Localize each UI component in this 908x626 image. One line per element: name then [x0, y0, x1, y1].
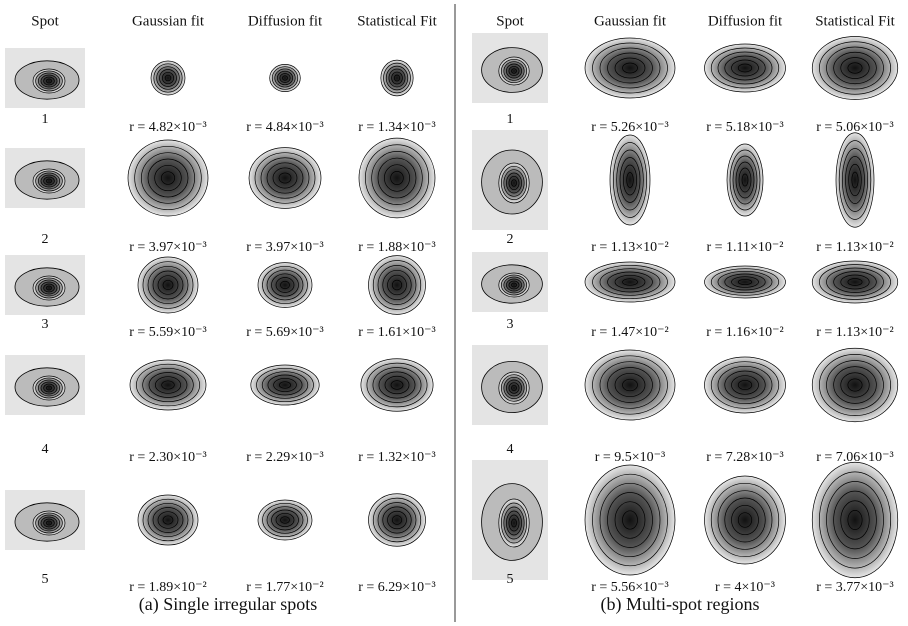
fit-value: r = 6.29×10⁻³	[358, 580, 436, 595]
spot-number: 1	[42, 112, 49, 127]
spot-number: 3	[507, 317, 514, 332]
fit-value: r = 1.34×10⁻³	[358, 120, 436, 135]
fit-value: r = 5.56×10⁻³	[591, 580, 669, 595]
fit-value: r = 9.5×10⁻³	[595, 450, 666, 465]
column-header: Spot	[31, 13, 59, 29]
fit-value: r = 3.97×10⁻³	[129, 240, 207, 255]
column-header: Gaussian fit	[132, 13, 205, 29]
fit-value: r = 1.32×10⁻³	[358, 450, 436, 465]
fit-value: r = 1.11×10⁻²	[706, 240, 783, 255]
fit-value: r = 4.82×10⁻³	[129, 120, 207, 135]
fit-value: r = 1.13×10⁻²	[816, 240, 894, 255]
figure: Spot Gaussian fit Diffusion fit Statistical…	[0, 0, 908, 626]
spot-number: 1	[507, 112, 514, 127]
fit-value: r = 3.77×10⁻³	[816, 580, 894, 595]
fit-value: r = 1.13×10⁻²	[816, 325, 894, 340]
fit-value: r = 1.89×10⁻²	[129, 580, 207, 595]
panel-caption: (b) Multi-spot regions	[601, 594, 760, 615]
column-header: Statistical Fit	[357, 13, 437, 29]
fit-image	[585, 38, 675, 98]
column-header: Spot	[496, 13, 524, 29]
fit-value: r = 4×10⁻³	[715, 580, 775, 595]
column-header: Diffusion fit	[708, 13, 783, 29]
fit-image	[705, 476, 786, 564]
fit-value: r = 1.88×10⁻³	[358, 240, 436, 255]
fit-value: r = 5.69×10⁻³	[246, 325, 324, 340]
fit-value: r = 1.47×10⁻²	[591, 325, 669, 340]
fit-value: r = 4.84×10⁻³	[246, 120, 324, 135]
spot-number: 2	[42, 232, 49, 247]
fit-image	[812, 462, 898, 578]
fit-value: r = 2.29×10⁻³	[246, 450, 324, 465]
spot-number: 5	[507, 572, 514, 587]
spot-number: 3	[42, 317, 49, 332]
fit-value: r = 2.30×10⁻³	[129, 450, 207, 465]
fit-value: r = 5.26×10⁻³	[591, 120, 669, 135]
spot-number: 4	[507, 442, 514, 457]
spot-number: 4	[42, 442, 49, 457]
column-header: Diffusion fit	[248, 13, 323, 29]
fit-value: r = 1.13×10⁻²	[591, 240, 669, 255]
fit-image	[585, 350, 675, 420]
fit-value: r = 5.59×10⁻³	[129, 325, 207, 340]
fit-image	[359, 138, 435, 218]
fit-value: r = 5.18×10⁻³	[706, 120, 784, 135]
fit-value: r = 1.16×10⁻²	[706, 325, 784, 340]
fit-value: r = 7.28×10⁻³	[706, 450, 784, 465]
fit-value: r = 1.61×10⁻³	[358, 325, 436, 340]
spot-number: 5	[42, 572, 49, 587]
fit-image	[812, 348, 898, 422]
fit-value: r = 3.97×10⁻³	[246, 240, 324, 255]
column-header: Statistical Fit	[815, 13, 895, 29]
fit-image	[812, 37, 898, 100]
fit-image	[585, 465, 675, 575]
column-header: Gaussian fit	[594, 13, 667, 29]
spot-number: 2	[507, 232, 514, 247]
fit-value: r = 1.77×10⁻²	[246, 580, 324, 595]
fit-image	[128, 140, 208, 216]
panel-caption: (a) Single irregular spots	[139, 594, 317, 615]
